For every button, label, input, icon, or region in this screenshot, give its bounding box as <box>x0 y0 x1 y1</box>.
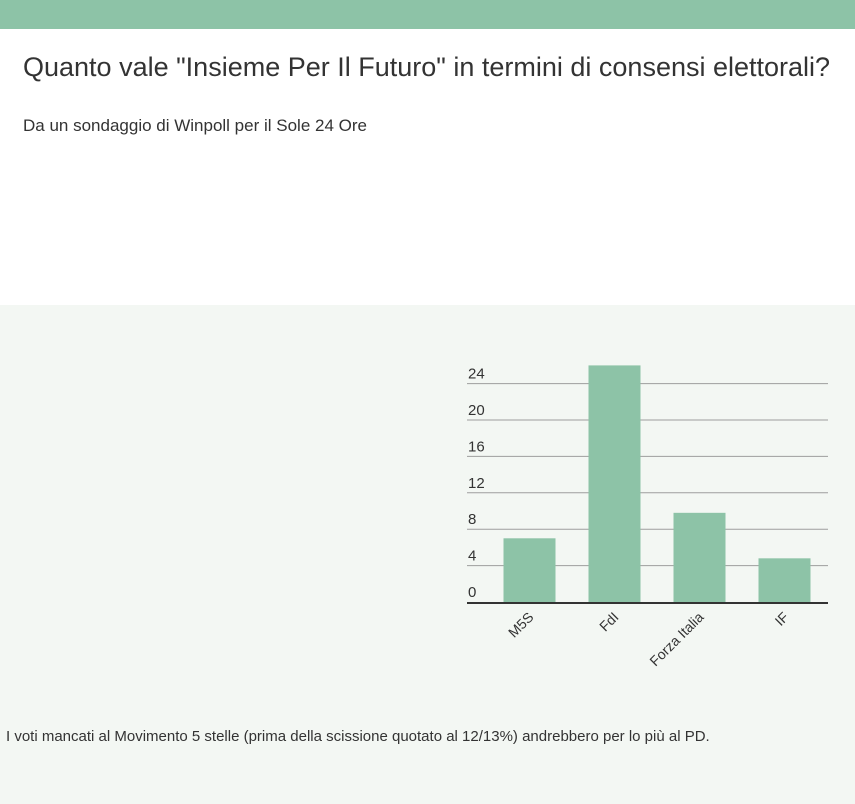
x-tick-label: M5S <box>505 609 537 641</box>
page-title: Quanto vale "Insieme Per Il Futuro" in t… <box>23 52 831 82</box>
chart-panel: 0 4 8 12 16 20 24 M5S FdI Forza Italia IF I voti … <box>0 305 855 804</box>
footer-note: I voti mancati al Movimento 5 stelle (pr… <box>6 728 710 745</box>
y-tick-label: 4 <box>468 548 476 565</box>
y-tick-label: 0 <box>468 584 476 601</box>
bar <box>588 365 641 602</box>
bar <box>673 512 726 602</box>
y-tick-label: 12 <box>468 475 485 492</box>
page-subtitle: Da un sondaggio di Winpoll per il Sole 2… <box>23 116 367 135</box>
x-tick-label: Forza Italia <box>646 609 706 669</box>
y-tick-labels: 0 4 8 12 16 20 24 <box>468 366 485 601</box>
y-tick-label: 16 <box>468 438 485 455</box>
grid-lines <box>467 383 828 567</box>
x-tick-labels: M5S FdI Forza Italia IF <box>505 609 792 669</box>
y-tick-label: 8 <box>468 511 476 528</box>
top-accent-bar <box>0 0 855 29</box>
y-tick-label: 24 <box>468 366 485 383</box>
bars <box>503 365 811 602</box>
y-tick-label: 20 <box>468 402 485 419</box>
bar <box>758 558 811 602</box>
x-tick-label: IF <box>772 609 792 629</box>
bar-chart: 0 4 8 12 16 20 24 M5S FdI Forza Italia IF <box>467 365 828 669</box>
bar <box>503 538 556 602</box>
x-tick-label: FdI <box>596 609 622 635</box>
